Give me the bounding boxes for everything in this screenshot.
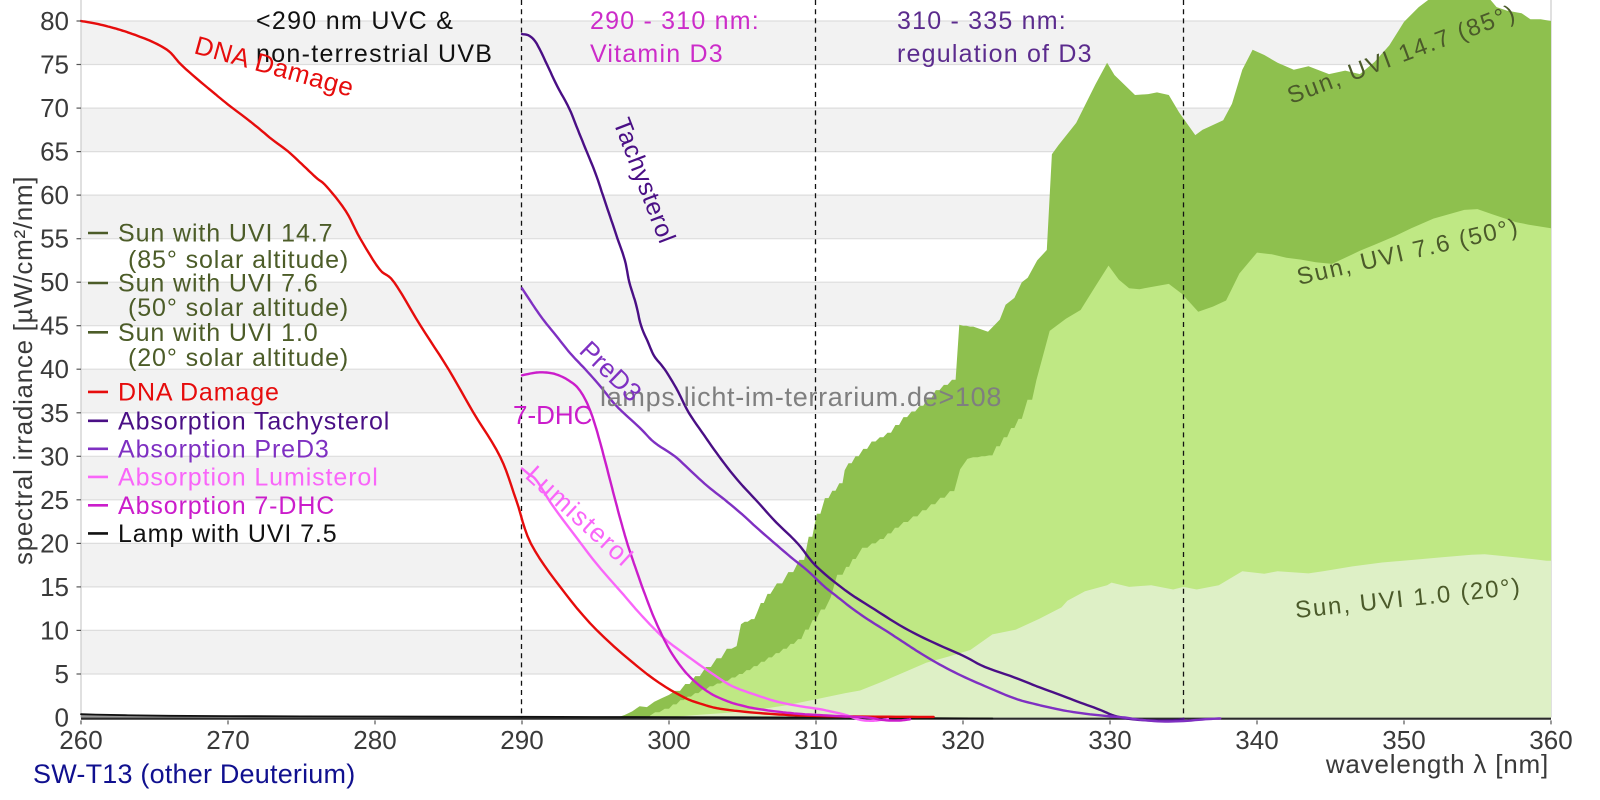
svg-text:260: 260 — [59, 725, 102, 755]
svg-text:lamps.licht-im-terrarium.de>10: lamps.licht-im-terrarium.de>108 — [600, 382, 1002, 412]
svg-text:(85° solar altitude): (85° solar altitude) — [128, 246, 349, 274]
svg-text:Sun with UVI 1.0: Sun with UVI 1.0 — [118, 319, 319, 347]
svg-text:Absorption 7-DHC: Absorption 7-DHC — [118, 492, 335, 520]
svg-text:340: 340 — [1235, 725, 1278, 755]
svg-text:50: 50 — [40, 267, 69, 297]
svg-text:300: 300 — [647, 725, 690, 755]
svg-text:330: 330 — [1088, 725, 1131, 755]
svg-text:35: 35 — [40, 398, 69, 428]
svg-text:spectral irradiance [µW/cm²/nm: spectral irradiance [µW/cm²/nm] — [8, 176, 38, 565]
svg-text:Lamp with UVI 7.5: Lamp with UVI 7.5 — [118, 520, 338, 548]
svg-text:70: 70 — [40, 93, 69, 123]
svg-text:(20° solar altitude): (20° solar altitude) — [128, 344, 349, 372]
svg-text:7-DHC: 7-DHC — [513, 400, 592, 430]
svg-text:280: 280 — [353, 725, 396, 755]
svg-text:Sun with UVI 14.7: Sun with UVI 14.7 — [118, 220, 333, 248]
svg-text:320: 320 — [941, 725, 984, 755]
svg-text:Sun with UVI 7.6: Sun with UVI 7.6 — [118, 270, 319, 298]
svg-text:65: 65 — [40, 137, 69, 167]
svg-text:270: 270 — [206, 725, 249, 755]
svg-text:DNA Damage: DNA Damage — [118, 378, 280, 406]
svg-text:Absorption Tachysterol: Absorption Tachysterol — [118, 407, 390, 435]
svg-text:75: 75 — [40, 50, 69, 80]
svg-text:0: 0 — [55, 703, 69, 733]
svg-text:60: 60 — [40, 180, 69, 210]
svg-text:20: 20 — [40, 528, 69, 558]
svg-text:55: 55 — [40, 224, 69, 254]
svg-text:45: 45 — [40, 311, 69, 341]
svg-text:(50° solar altitude): (50° solar altitude) — [128, 294, 349, 322]
svg-text:15: 15 — [40, 572, 69, 602]
svg-text:Absorption PreD3: Absorption PreD3 — [118, 435, 330, 463]
svg-text:Absorption Lumisterol: Absorption Lumisterol — [118, 463, 379, 491]
svg-text:40: 40 — [40, 354, 69, 384]
svg-text:SW-T13 (other Deuterium): SW-T13 (other Deuterium) — [33, 759, 355, 789]
svg-text:350: 350 — [1382, 725, 1425, 755]
svg-text:360: 360 — [1529, 725, 1572, 755]
svg-text:25: 25 — [40, 485, 69, 515]
svg-text:80: 80 — [40, 6, 69, 36]
svg-text:10: 10 — [40, 615, 69, 645]
svg-text:310: 310 — [794, 725, 837, 755]
svg-text:30: 30 — [40, 441, 69, 471]
svg-text:wavelength λ [nm]: wavelength λ [nm] — [1325, 749, 1549, 779]
svg-text:<290 nm UVC &non-terrestrial U: <290 nm UVC & non-terrestrial UVB — [256, 7, 493, 68]
svg-text:290: 290 — [500, 725, 543, 755]
svg-text:5: 5 — [55, 659, 69, 689]
